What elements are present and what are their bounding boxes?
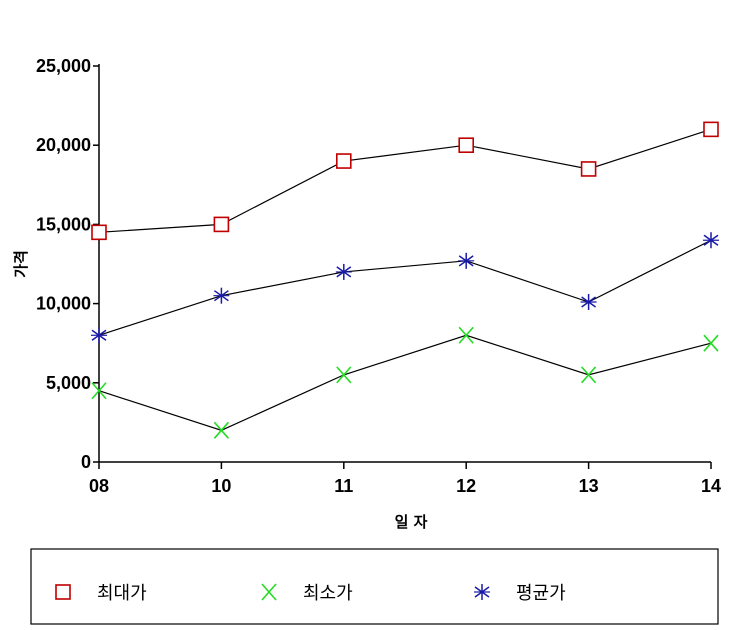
- data-point: [213, 216, 230, 233]
- y-tick-label: 20,000: [36, 135, 91, 155]
- y-tick-label: 0: [81, 452, 91, 472]
- x-tick-label: 10: [211, 476, 231, 496]
- legend-marker: [261, 583, 277, 601]
- data-point: [458, 252, 475, 269]
- data-point: [213, 421, 230, 439]
- y-tick-label: 10,000: [36, 294, 91, 314]
- data-point: [91, 224, 107, 241]
- legend-marker: [55, 584, 71, 600]
- axes: 0 5,000 10,000 15,000 20,000 25,000 08 10 11 12 13…: [36, 56, 721, 496]
- legend-item: 최대가: [55, 583, 147, 604]
- data-point: [91, 327, 107, 344]
- data-point: [580, 366, 597, 384]
- x-tick-label: 14: [701, 476, 721, 496]
- x-tick-label: 08: [89, 476, 109, 496]
- data-point: [335, 153, 352, 169]
- legend-item: 최소가: [261, 583, 353, 604]
- series-2: [91, 326, 719, 439]
- legend-item: 평균가: [474, 583, 566, 604]
- data-point: [213, 287, 230, 304]
- x-axis-title: 일 자: [395, 513, 428, 531]
- x-tick-label: 13: [579, 476, 599, 496]
- data-point: [580, 161, 597, 177]
- legend-box: [30, 548, 719, 625]
- y-axis-title: 가격: [12, 250, 30, 278]
- series-1: [91, 121, 719, 241]
- data-point: [458, 326, 474, 344]
- data-point: [458, 137, 475, 153]
- legend-label: 최소가: [303, 583, 353, 604]
- series-line: [98, 239, 712, 336]
- y-tick-label: 25,000: [36, 56, 91, 76]
- data-point: [703, 334, 719, 352]
- legend: 최대가 최소가 평균가: [30, 548, 719, 625]
- y-tick-label: 15,000: [36, 214, 91, 234]
- data-point: [335, 263, 352, 280]
- series-line: [98, 128, 712, 233]
- legend-label: 평균가: [516, 583, 566, 604]
- legend-marker: [474, 584, 490, 600]
- series-line: [98, 334, 712, 431]
- legend-label: 최대가: [97, 583, 147, 604]
- data-point: [336, 366, 352, 384]
- x-tick-label: 12: [456, 476, 476, 496]
- y-tick-label: 5,000: [46, 373, 91, 393]
- data-point: [580, 294, 597, 311]
- series-3: [91, 232, 719, 344]
- data-point: [703, 232, 719, 249]
- series-layer: [91, 121, 719, 439]
- x-tick-label: 11: [334, 476, 353, 496]
- data-point: [703, 121, 719, 138]
- data-point: [91, 382, 107, 400]
